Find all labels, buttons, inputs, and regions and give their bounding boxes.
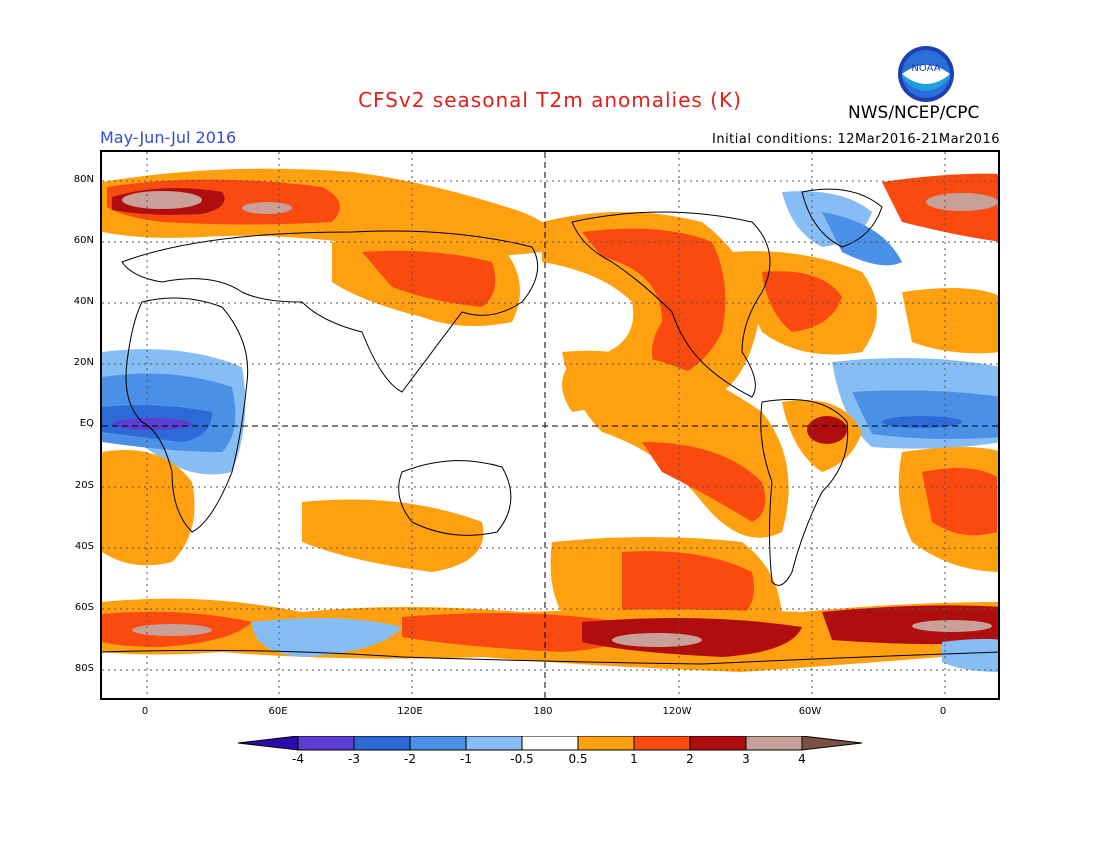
map-title: CFSv2 seasonal T2m anomalies (K) [358,88,742,112]
antarctica-outline [102,649,998,665]
antarctic-west-extreme-warm-region [132,624,212,636]
lon-label-60w: 60W [798,706,822,717]
epacific-strong-warm-region [642,442,766,522]
arctic-extreme-warm-region-2 [242,202,292,214]
eurasia-outline [121,230,539,393]
sindian-warm-region [302,499,484,572]
colorbar-segment [297,735,355,751]
coastlines [102,188,998,665]
season-label: May-Jun-Jul 2016 [100,128,237,147]
colorbar-segment [689,735,747,751]
lat-label-eq: EQ [79,418,94,429]
lon-label-60e: 60E [268,706,288,717]
agency-label: NWS/NCEP/CPC [848,103,980,123]
colorbar-tick: -3 [348,752,360,766]
graticule [102,152,998,698]
noaa-logo-text: NOAA [911,63,940,74]
colorbar-segment [521,735,579,751]
lon-label-0-east: 0 [939,706,947,717]
antarctic-cold-region-2 [942,638,998,672]
equator-dateline [102,152,998,698]
lat-label-60n: 60N [73,235,94,246]
antarctic-east-strong-warm-region [822,605,998,645]
colorbar-tick: -0.5 [510,752,534,766]
asia-strong-warm-region [362,250,496,307]
colorbar-segment [353,735,411,751]
colorbar-tick: -4 [292,752,304,766]
satlantic-east-strong-warm-region [922,468,997,536]
australia-outline [398,460,512,536]
colorbar-segment [633,735,691,751]
noaa-logo: NOAA [896,44,956,104]
labrador-cold-region [822,212,902,266]
lon-label-120e: 120E [397,706,423,717]
namerica-outline [571,211,771,398]
colorbar-tick: 0.5 [568,752,588,766]
lat-label-20n: 20N [73,357,94,368]
greenland-outline [801,188,883,248]
anomaly-map [100,150,1000,700]
samerica-strong-warm-region [807,416,847,444]
antarctic-cold-region [252,618,402,657]
colorbar-segment [237,735,299,751]
lat-label-80s: 80S [74,663,94,674]
colorbar-tick: 1 [630,752,638,766]
lat-label-60s: 60S [74,602,94,613]
lon-label-0: 0 [141,706,149,717]
antarctic-extreme-warm-region [612,633,702,647]
namerica-strong-warm-region [582,228,726,382]
arctic-east-extreme-region [926,193,998,211]
antarctic-strong-warm-region-2 [402,613,626,652]
colorbar-tick: 4 [798,752,806,766]
satlantic-warm-region [102,450,195,566]
colorbar-tick: 3 [742,752,750,766]
europe-warm-region [902,288,998,354]
colorbar-tick: -1 [460,752,472,766]
lon-label-120w: 120W [662,706,692,717]
lat-label-20s: 20S [74,480,94,491]
lon-label-180: 180 [533,706,553,717]
colorbar-segment [577,735,635,751]
natlantic-strong-warm-region [762,271,842,332]
arctic-extreme-warm-region [122,191,202,209]
lat-label-40s: 40S [74,541,94,552]
colorbar-segment [745,735,803,751]
colorbar-segment [801,735,863,751]
initial-conditions-label: Initial conditions: 12Mar2016-21Mar2016 [712,132,1000,147]
lat-label-40n: 40N [73,296,94,307]
antarctic-east-extreme-warm-region [912,620,992,632]
colorbar-segment [409,735,467,751]
atlantic-east-strong-cold-region [852,390,998,439]
colorbar-segment [465,735,523,751]
colorbar [237,735,863,756]
lat-label-80n: 80N [73,174,94,185]
colorbar-tick: 2 [686,752,694,766]
colorbar-tick: -2 [404,752,416,766]
equatorial-extreme-cold-region [112,418,192,430]
africa-outline [125,297,249,533]
samerica-outline [760,399,849,586]
atlantic-east-extreme-cold-region [882,416,962,428]
